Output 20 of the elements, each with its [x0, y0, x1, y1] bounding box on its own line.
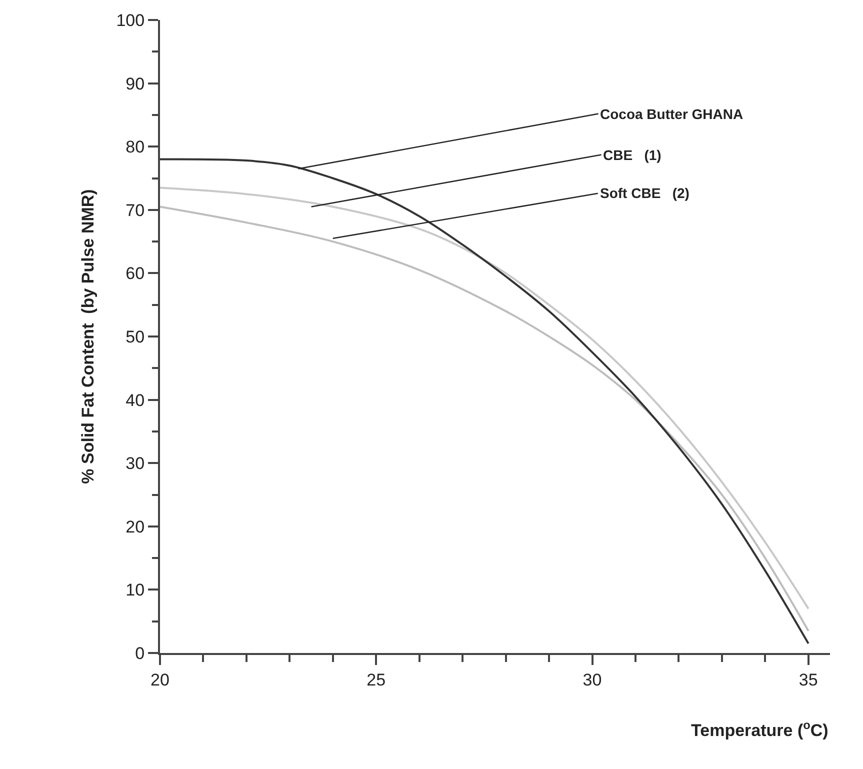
y-tick-label: 50 [126, 327, 145, 346]
annotation: CBE (1) [603, 147, 662, 163]
x-axis-title: Temperature ($^{o}$C) [691, 718, 828, 740]
y-tick-label: 90 [126, 74, 145, 94]
y-tick-label: 70 [126, 200, 145, 220]
y-tick-label: 30 [126, 454, 145, 474]
y-tick-label: 100 [116, 10, 145, 30]
y-axis-title: % Solid Fat Content (by Pulse NMR) [78, 189, 98, 484]
y-tick-label: 60 [126, 264, 145, 284]
x-tick-label: 25 [366, 670, 386, 690]
y-tick-label: 0 [135, 644, 145, 663]
y-tick-label: 40 [126, 390, 145, 410]
y-tick-label: 10 [126, 580, 145, 600]
x-tick-label: 35 [798, 670, 818, 690]
annotation: Soft CBE (2) [600, 185, 690, 201]
x-tick-label: 20 [150, 670, 170, 690]
y-tick-label: 20 [126, 517, 145, 536]
x-tick-label: 30 [582, 670, 602, 690]
y-tick-label: 80 [126, 138, 145, 157]
annotation: Cocoa Butter GHANA [600, 106, 744, 122]
